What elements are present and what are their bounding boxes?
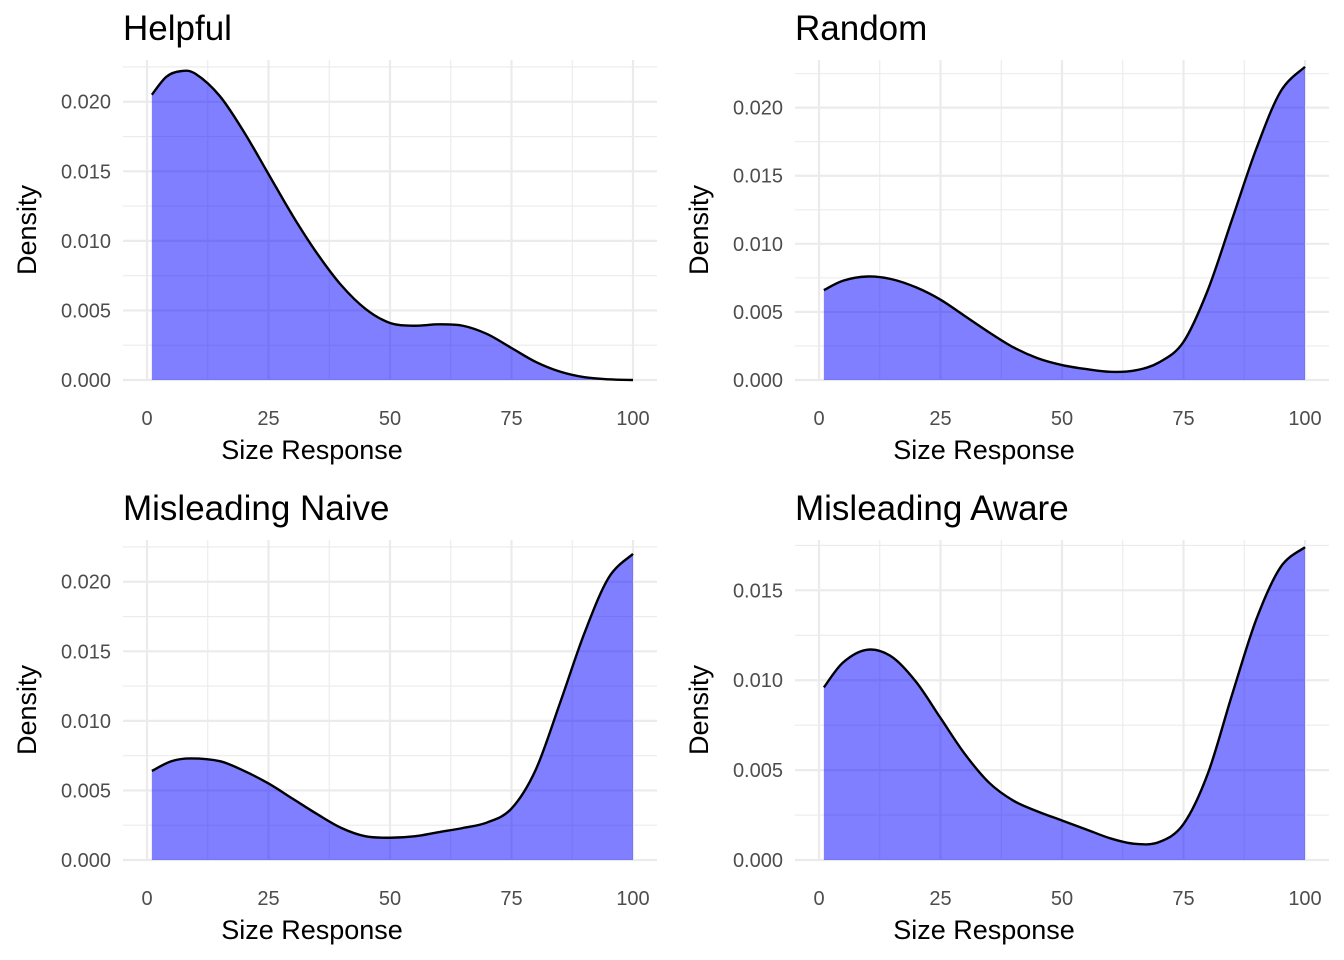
x-tick-label: 0 — [141, 408, 152, 430]
x-tick-label: 25 — [257, 408, 279, 430]
x-tick-label: 50 — [379, 888, 401, 910]
y-tick-label: 0.020 — [61, 572, 111, 594]
x-tick-label: 100 — [1288, 888, 1321, 910]
density-area — [151, 70, 634, 380]
y-tick-label: 0.005 — [733, 302, 783, 324]
density-curve — [823, 65, 1306, 374]
y-tick-label: 0.010 — [733, 234, 783, 256]
x-tick-label: 50 — [1051, 408, 1073, 430]
y-tick-label: 0.020 — [733, 98, 783, 120]
y-tick-label: 0.005 — [733, 760, 783, 782]
panel-title: Random — [795, 9, 927, 48]
y-tick-label: 0.015 — [61, 161, 111, 183]
y-tick-label: 0.010 — [733, 670, 783, 692]
y-axis-title: Density — [12, 184, 42, 275]
y-tick-label: 0.000 — [61, 370, 111, 392]
y-tick-label: 0.000 — [733, 370, 783, 392]
x-axis-title: Size Response — [893, 435, 1075, 465]
x-tick-label: 75 — [500, 408, 522, 430]
panel-title: Misleading Aware — [795, 489, 1069, 528]
x-tick-label: 100 — [616, 408, 649, 430]
y-tick-label: 0.010 — [61, 231, 111, 253]
panel-1: 0 25 50 75 100 0.000 0.005 0.010 0.015 0.020 Helpf… — [12, 9, 657, 465]
y-axis-title: Density — [12, 664, 42, 755]
y-tick-label: 0.000 — [61, 850, 111, 872]
x-tick-label: 0 — [813, 408, 824, 430]
x-tick-label: 25 — [257, 888, 279, 910]
x-axis-title: Size Response — [221, 435, 403, 465]
x-tick-label: 50 — [1051, 888, 1073, 910]
y-axis-title: Density — [684, 664, 714, 755]
y-tick-label: 0.015 — [733, 580, 783, 602]
x-tick-label: 100 — [616, 888, 649, 910]
x-tick-label: 25 — [929, 888, 951, 910]
density-area — [823, 66, 1305, 381]
x-tick-label: 100 — [1288, 408, 1321, 430]
density-curve — [151, 553, 634, 839]
x-tick-label: 75 — [1172, 408, 1194, 430]
x-tick-label: 75 — [1172, 888, 1194, 910]
x-tick-label: 0 — [813, 888, 824, 910]
panel-title: Misleading Naive — [123, 489, 390, 528]
density-area — [151, 553, 634, 860]
y-tick-label: 0.010 — [61, 711, 111, 733]
x-axis-title: Size Response — [221, 915, 403, 945]
x-tick-label: 50 — [379, 408, 401, 430]
y-tick-label: 0.020 — [61, 92, 111, 114]
panel-title: Helpful — [123, 9, 232, 48]
x-tick-label: 25 — [929, 408, 951, 430]
x-tick-label: 75 — [500, 888, 522, 910]
y-tick-label: 0.000 — [733, 850, 783, 872]
panel-3: 0 25 50 75 100 0.000 0.005 0.010 0.015 0.020 Misle… — [12, 489, 657, 945]
y-tick-label: 0.015 — [61, 641, 111, 663]
y-tick-label: 0.005 — [61, 780, 111, 802]
x-axis-title: Size Response — [893, 915, 1075, 945]
panel-2: 0 25 50 75 100 0.000 0.005 0.010 0.015 0.020 Rando… — [684, 9, 1329, 465]
y-tick-label: 0.015 — [733, 166, 783, 188]
y-axis-title: Density — [684, 184, 714, 275]
y-tick-label: 0.005 — [61, 300, 111, 322]
density-area — [823, 547, 1305, 860]
density-curve — [822, 546, 1306, 846]
panel-4: 0 25 50 75 100 0.000 0.005 0.010 0.015 Misleading… — [684, 489, 1329, 945]
x-tick-label: 0 — [141, 888, 152, 910]
density-curve — [150, 69, 634, 382]
